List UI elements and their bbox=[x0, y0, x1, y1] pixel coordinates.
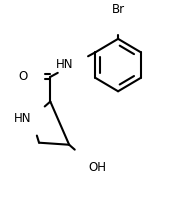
Text: OH: OH bbox=[88, 161, 106, 174]
Text: O: O bbox=[19, 70, 28, 83]
Text: Br: Br bbox=[112, 3, 125, 16]
Text: HN: HN bbox=[14, 111, 32, 125]
Text: HN: HN bbox=[55, 58, 73, 71]
